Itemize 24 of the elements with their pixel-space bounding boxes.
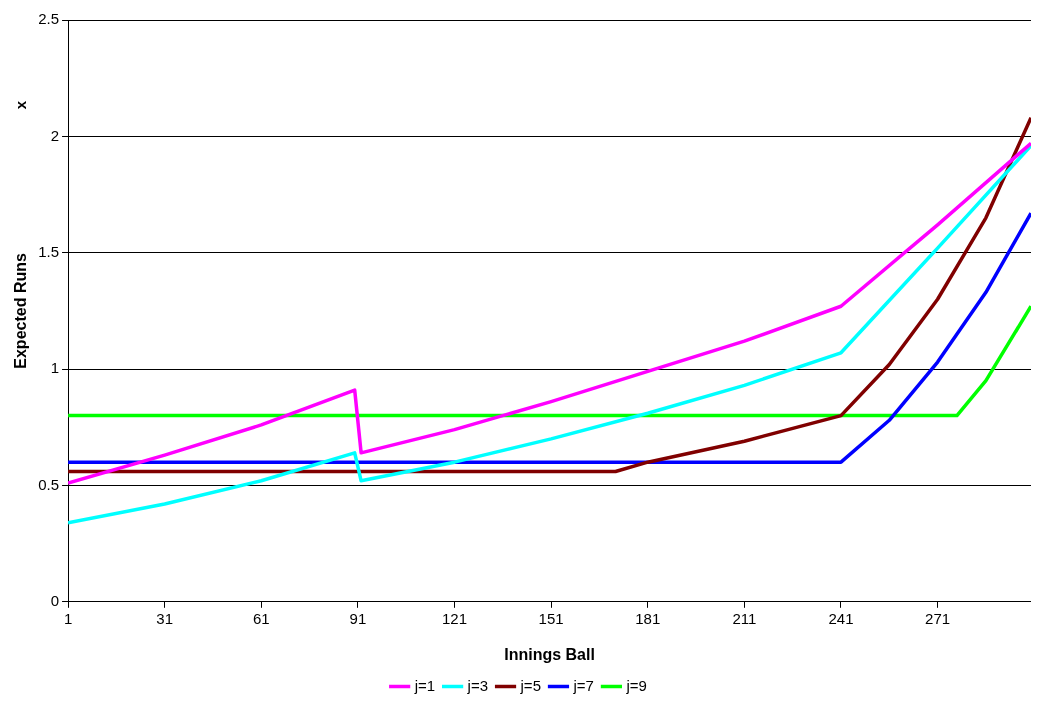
text: x (12, 100, 30, 110)
y-tick-label: 2 (50, 126, 60, 144)
y-tick-label: 0.5 (38, 475, 60, 493)
x-tick-label: 1 (63, 609, 73, 627)
x-axis-title: Innings Ball (504, 645, 595, 663)
x-tick-label: 121 (442, 609, 468, 627)
x-tick-label: 151 (538, 609, 564, 627)
x-tick-label: 211 (732, 609, 757, 627)
y-tick-label: 2.5 (38, 10, 60, 28)
x-tick-label: 31 (156, 609, 174, 627)
x-tick-label: 271 (925, 609, 951, 627)
legend-label: j=7 (572, 676, 594, 694)
y-axis-title: Expected Runs (12, 253, 30, 369)
x-tick-label: 61 (252, 609, 270, 627)
legend-label: j=1 (413, 676, 436, 694)
legend-label: j=5 (519, 676, 541, 694)
x-tick-label: 91 (349, 609, 367, 627)
y-tick-label: 1.5 (38, 242, 60, 260)
x-tick-label: 241 (828, 609, 854, 627)
legend-label: j=9 (625, 676, 647, 694)
legend-label: j=3 (466, 676, 489, 694)
x-tick-label: 181 (635, 609, 661, 627)
y-tick-label: 1 (50, 359, 60, 377)
y-tick-label: 0 (50, 591, 60, 609)
